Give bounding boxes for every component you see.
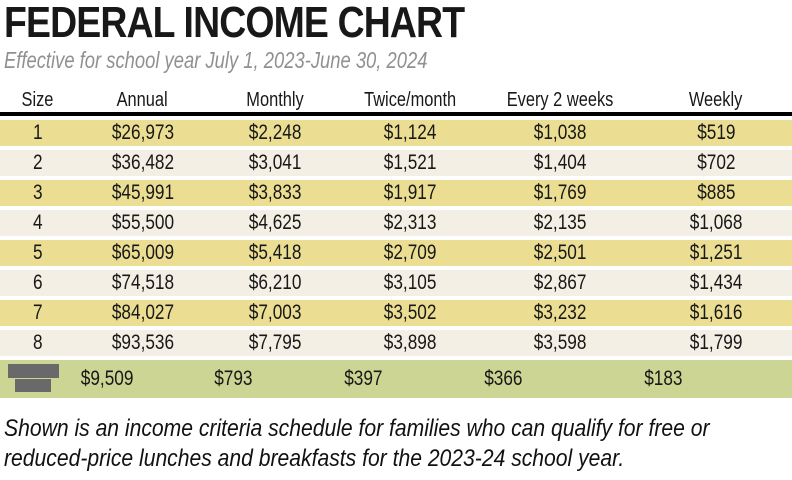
- table-row: 5 $65,009 $5,418 $2,709 $2,501 $1,251: [0, 240, 792, 266]
- size-cell: 5: [32, 241, 43, 264]
- value-cell: $3,833: [248, 181, 302, 204]
- value-cell: $5,418: [248, 241, 302, 264]
- table-row: 6 $74,518 $6,210 $3,105 $2,867 $1,434: [0, 270, 792, 296]
- page-subtitle: Effective for school year July 1, 2023-J…: [4, 47, 428, 73]
- table-row: 2 $36,482 $3,041 $1,521 $1,404 $702: [0, 150, 792, 176]
- value-cell: $2,501: [533, 241, 587, 264]
- value-cell: $1,038: [533, 121, 587, 144]
- value-cell: $93,536: [111, 331, 174, 354]
- value-cell: $55,500: [111, 211, 174, 234]
- value-cell: $1,769: [533, 181, 587, 204]
- table-row: 1 $26,973 $2,248 $1,124 $1,038 $519: [0, 120, 792, 146]
- size-cell: 2: [32, 151, 43, 174]
- size-cell: 8: [32, 331, 43, 354]
- value-cell: $1,068: [689, 211, 743, 234]
- value-cell: $84,027: [111, 301, 174, 324]
- value-cell: $183: [644, 367, 683, 390]
- value-cell: $366: [484, 367, 523, 390]
- table-row: 8 $93,536 $7,795 $3,898 $3,598 $1,799: [0, 330, 792, 356]
- value-cell: $1,404: [533, 151, 587, 174]
- value-cell: $1,917: [383, 181, 437, 204]
- value-cell: $397: [344, 367, 383, 390]
- value-cell: $1,251: [689, 241, 743, 264]
- value-cell: $519: [696, 121, 736, 144]
- column-header-size: Size: [21, 89, 54, 111]
- column-header-every-2-weeks: Every 2 weeks: [506, 89, 614, 111]
- value-cell: $3,232: [533, 301, 587, 324]
- size-cell: 6: [32, 271, 43, 294]
- redacted-bars-icon: [8, 364, 64, 394]
- column-header-annual: Annual: [116, 89, 169, 111]
- value-cell: $2,313: [383, 211, 437, 234]
- value-cell: $3,041: [248, 151, 302, 174]
- column-header-monthly: Monthly: [246, 89, 304, 111]
- caption: Shown is an income criteria schedule for…: [4, 415, 710, 472]
- table-row: 7 $84,027 $7,003 $3,502 $3,232 $1,616: [0, 300, 792, 326]
- size-cell: 4: [32, 211, 43, 234]
- table-body: 1 $26,973 $2,248 $1,124 $1,038 $519 2 $36,482 $3…: [0, 120, 792, 356]
- value-cell: $4,625: [248, 211, 302, 234]
- table-header-row: Size Annual Monthly Twice/month Every 2 week…: [0, 86, 792, 116]
- value-cell: $9,509: [80, 367, 134, 390]
- value-cell: $65,009: [111, 241, 174, 264]
- value-cell: $7,795: [248, 331, 302, 354]
- value-cell: $3,898: [383, 331, 437, 354]
- income-table: Size Annual Monthly Twice/month Every 2 week…: [0, 86, 792, 398]
- value-cell: $7,003: [248, 301, 302, 324]
- value-cell: $1,124: [383, 121, 437, 144]
- value-cell: $1,616: [689, 301, 743, 324]
- value-cell: $885: [696, 181, 736, 204]
- value-cell: $45,991: [111, 181, 174, 204]
- value-cell: $2,867: [533, 271, 587, 294]
- value-cell: $3,598: [533, 331, 587, 354]
- value-cell: $26,973: [111, 121, 174, 144]
- value-cell: $3,502: [383, 301, 437, 324]
- value-cell: $6,210: [248, 271, 302, 294]
- value-cell: $2,709: [383, 241, 437, 264]
- size-cell: 1: [32, 121, 43, 144]
- size-cell: 7: [32, 301, 43, 324]
- value-cell: $1,521: [383, 151, 437, 174]
- value-cell: $702: [696, 151, 736, 174]
- value-cell: $3,105: [383, 271, 437, 294]
- table-row: 3 $45,991 $3,833 $1,917 $1,769 $885: [0, 180, 792, 206]
- additional-member-row: $9,509 $793 $397 $366 $183: [0, 360, 792, 398]
- value-cell: $793: [214, 367, 253, 390]
- value-cell: $1,434: [689, 271, 743, 294]
- value-cell: $2,135: [533, 211, 587, 234]
- column-header-weekly: Weekly: [689, 89, 743, 111]
- value-cell: $2,248: [248, 121, 302, 144]
- value-cell: $1,799: [689, 331, 743, 354]
- column-header-twice-month: Twice/month: [363, 89, 457, 111]
- table-row: 4 $55,500 $4,625 $2,313 $2,135 $1,068: [0, 210, 792, 236]
- size-cell: 3: [32, 181, 43, 204]
- page-title: FEDERAL INCOME CHART: [4, 0, 465, 47]
- value-cell: $74,518: [111, 271, 174, 294]
- value-cell: $36,482: [111, 151, 174, 174]
